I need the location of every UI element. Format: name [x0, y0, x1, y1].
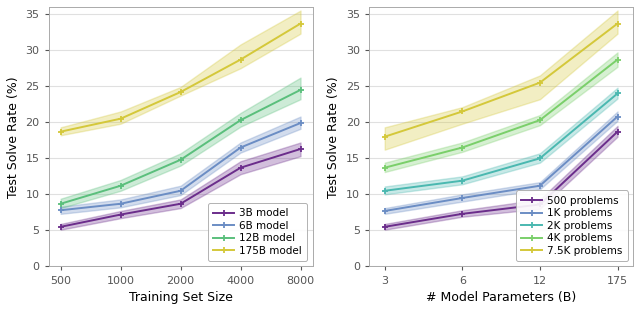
500 problems	[536, 202, 544, 206]
500 problems	[458, 212, 466, 216]
X-axis label: Training Set Size: Training Set Size	[129, 291, 232, 304]
Line: 500 problems: 500 problems	[381, 128, 621, 230]
4K problems	[458, 146, 466, 149]
Line: 4K problems: 4K problems	[381, 56, 621, 171]
1K problems	[536, 184, 544, 188]
6B model	[297, 121, 305, 125]
175B model	[297, 22, 305, 26]
175B model	[116, 117, 124, 121]
1K problems	[381, 209, 388, 213]
12B model	[297, 88, 305, 92]
1K problems	[458, 196, 466, 200]
2K problems	[536, 156, 544, 160]
4K problems	[381, 166, 388, 169]
7.5K problems	[458, 109, 466, 113]
Line: 1K problems: 1K problems	[381, 113, 621, 214]
Line: 3B model: 3B model	[57, 146, 304, 230]
500 problems	[614, 130, 621, 133]
4K problems	[614, 58, 621, 62]
175B model	[57, 130, 65, 133]
Legend: 3B model, 6B model, 12B model, 175B model: 3B model, 6B model, 12B model, 175B mode…	[208, 203, 307, 261]
6B model	[177, 189, 184, 193]
3B model	[297, 147, 305, 151]
1K problems	[614, 115, 621, 118]
7.5K problems	[536, 81, 544, 85]
6B model	[57, 208, 65, 212]
2K problems	[458, 179, 466, 183]
175B model	[237, 58, 244, 62]
4K problems	[536, 118, 544, 122]
Line: 6B model: 6B model	[57, 119, 304, 214]
3B model	[177, 202, 184, 206]
Y-axis label: Test Solve Rate (%): Test Solve Rate (%)	[7, 76, 20, 197]
Line: 175B model: 175B model	[57, 20, 304, 135]
12B model	[237, 118, 244, 122]
Line: 2K problems: 2K problems	[381, 90, 621, 194]
6B model	[116, 202, 124, 206]
7.5K problems	[381, 135, 388, 139]
175B model	[177, 90, 184, 94]
2K problems	[381, 189, 388, 193]
2K problems	[614, 91, 621, 95]
6B model	[237, 146, 244, 149]
3B model	[57, 225, 65, 229]
3B model	[237, 166, 244, 169]
3B model	[116, 213, 124, 216]
Y-axis label: Test Solve Rate (%): Test Solve Rate (%)	[328, 76, 340, 197]
X-axis label: # Model Parameters (B): # Model Parameters (B)	[426, 291, 576, 304]
12B model	[57, 202, 65, 206]
500 problems	[381, 225, 388, 229]
Line: 7.5K problems: 7.5K problems	[381, 20, 621, 140]
12B model	[177, 158, 184, 162]
7.5K problems	[614, 22, 621, 26]
Legend: 500 problems, 1K problems, 2K problems, 4K problems, 7.5K problems: 500 problems, 1K problems, 2K problems, …	[516, 190, 628, 261]
Line: 12B model: 12B model	[57, 86, 304, 207]
12B model	[116, 184, 124, 188]
